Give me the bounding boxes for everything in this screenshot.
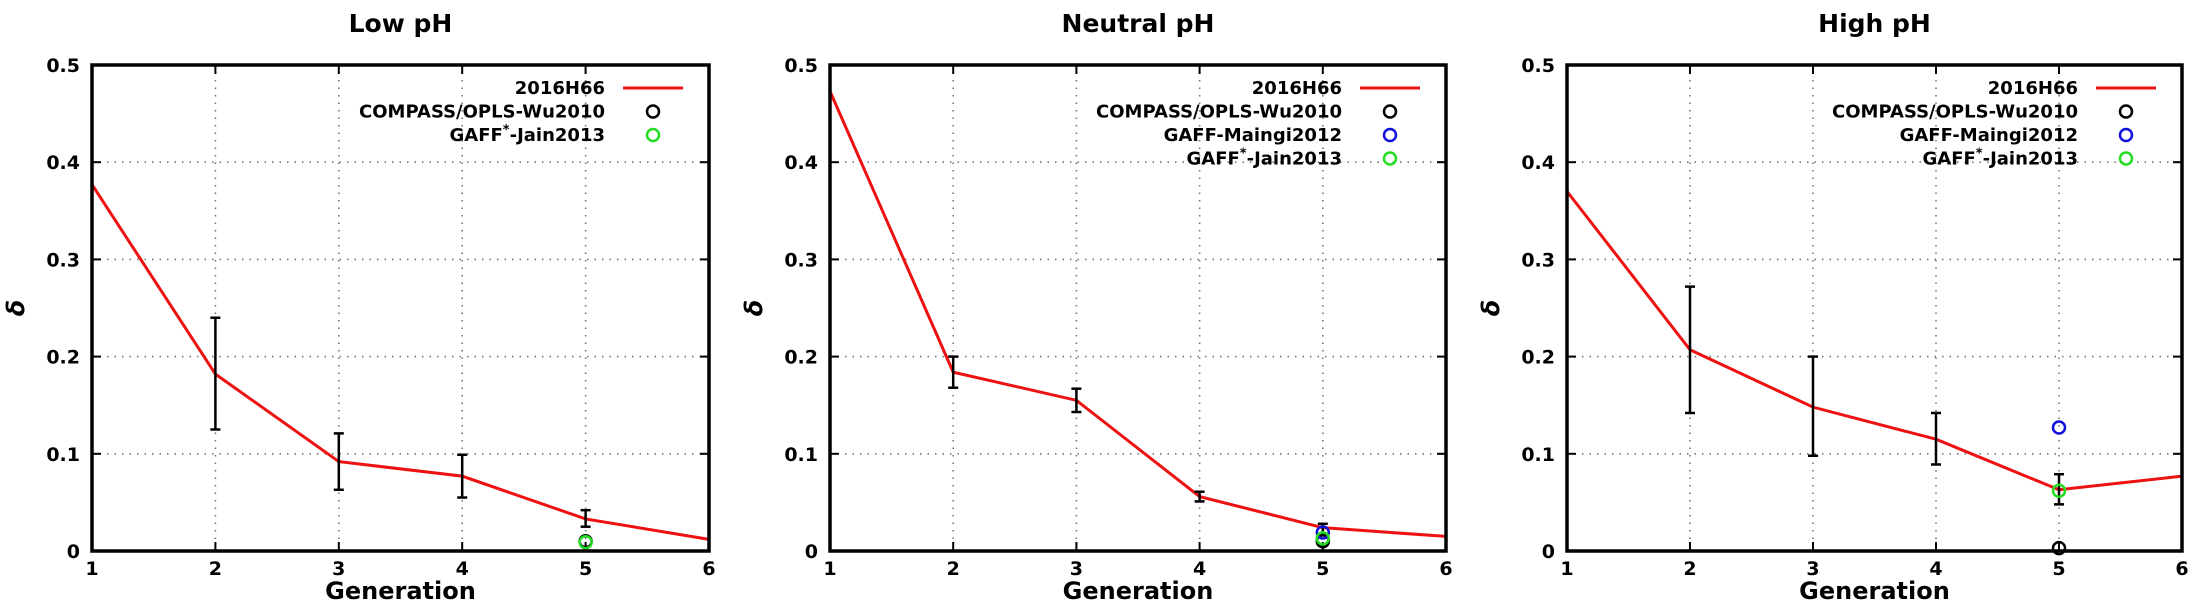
x-axis-label: Generation (1063, 577, 1214, 600)
x-tick-label: 5 (1316, 558, 1329, 580)
y-tick-label: 0.3 (784, 249, 818, 271)
marker-gaff-maingi2012 (2051, 420, 2067, 435)
legend-label: 2016H66 (515, 78, 605, 99)
x-tick-label: 3 (1070, 558, 1083, 580)
legend-marker-swatch (645, 127, 661, 143)
x-axis-label: Generation (325, 577, 476, 600)
legend-marker-swatch (2118, 127, 2134, 143)
y-axis-label: δ (1477, 300, 1505, 317)
plot-frame (1565, 63, 2184, 553)
x-tick-label: 2 (1683, 558, 1696, 580)
x-tick-label: 4 (456, 558, 469, 580)
legend-marker-swatch (2118, 104, 2134, 119)
legend-label: GAFF-Maingi2012 (1164, 125, 1342, 146)
legend-label: 2016H66 (1252, 78, 1342, 99)
y-tick-label: 0.2 (46, 347, 80, 369)
y-tick-label: 0.4 (46, 152, 80, 174)
y-tick-label: 0.5 (1521, 55, 1555, 77)
x-tick-label: 1 (85, 558, 98, 580)
x-tick-label: 2 (209, 558, 222, 580)
legend-marker-swatch (2118, 151, 2134, 166)
y-tick-label: 0.3 (46, 249, 80, 271)
y-axis-label: δ (740, 300, 768, 317)
panel-title: High pH (1818, 9, 1931, 38)
legend-label: COMPASS/OPLS-Wu2010 (359, 102, 605, 123)
marker-gaff-maingi2012 (1315, 525, 1331, 540)
legend-label: 2016H66 (1988, 78, 2078, 99)
x-tick-label: 6 (2175, 558, 2188, 580)
legend-marker-swatch (1382, 151, 1398, 166)
y-tick-label: 0.3 (1521, 249, 1555, 271)
chart-panel: 1 2 3 4 5 6 0 0.1 0.2 0.3 0.4 0.5 Low pH Generation δ 2… (2, 9, 716, 604)
x-tick-label: 2 (947, 558, 960, 580)
x-axis-label: Generation (1799, 577, 1950, 600)
legend-label-base: GAFF (449, 125, 502, 146)
x-tick-label: 6 (702, 558, 715, 580)
legend-label-tail: -Jain2013 (1983, 149, 2078, 170)
x-tick-label: 1 (823, 558, 836, 580)
x-tick-label: 3 (1806, 558, 1819, 580)
panel-title: Low pH (349, 9, 453, 38)
y-tick-label: 0.4 (1521, 152, 1555, 174)
legend-label: GAFF*-Jain2013 (1186, 146, 1342, 170)
series-line-2016h66 (828, 90, 1447, 538)
x-tick-label: 5 (579, 558, 592, 580)
legend-marker-swatch (1382, 104, 1398, 119)
legend-label-tail: -Jain2013 (1247, 149, 1342, 170)
legend-label-sup: * (1976, 146, 1983, 161)
y-tick-label: 0 (67, 541, 80, 563)
marker-compass-opls-wu2010 (2051, 540, 2067, 556)
legend-label: GAFF-Maingi2012 (1900, 125, 2078, 146)
legend-marker-swatch (645, 104, 661, 119)
series-line-2016h66 (90, 183, 710, 541)
x-tick-label: 6 (1439, 558, 1452, 580)
y-tick-label: 0.1 (46, 444, 80, 466)
x-tick-label: 5 (2052, 558, 2065, 580)
y-tick-label: 0.4 (784, 152, 818, 174)
marker-gaff-jain2013 (2051, 483, 2067, 498)
legend-label-sup: * (1240, 146, 1247, 161)
y-tick-label: 0.2 (1521, 347, 1555, 369)
legend-marker-swatch (1382, 127, 1398, 143)
plot-frame (90, 63, 711, 553)
legend-label: GAFF*-Jain2013 (1922, 146, 2078, 170)
legend-label: COMPASS/OPLS-Wu2010 (1832, 102, 2078, 123)
legend-label-tail: -Jain2013 (510, 125, 605, 146)
y-tick-label: 0.1 (1521, 444, 1555, 466)
chart-panel: 1 2 3 4 5 6 0 0.1 0.2 0.3 0.4 0.5 Neutral pH Generati… (740, 9, 1453, 604)
y-tick-label: 0 (805, 541, 818, 563)
legend-label: GAFF*-Jain2013 (449, 123, 605, 147)
legend-label-base: GAFF (1922, 149, 1975, 170)
plot-frame (828, 63, 1448, 553)
x-tick-label: 4 (1929, 558, 1942, 580)
legend-label-sup: * (503, 123, 510, 138)
x-tick-label: 1 (1560, 558, 1573, 580)
y-tick-label: 0.5 (784, 55, 818, 77)
panel-title: Neutral pH (1062, 9, 1215, 38)
y-axis-label: δ (2, 300, 30, 317)
y-tick-label: 0.2 (784, 347, 818, 369)
marker-gaff-jain2013 (578, 535, 593, 550)
y-tick-label: 0.1 (784, 444, 818, 466)
legend-label-base: GAFF (1186, 149, 1239, 170)
marker-gaff-jain2013 (1315, 531, 1331, 546)
y-tick-label: 0 (1542, 541, 1555, 563)
chart-panel: 1 2 3 4 5 6 0 0.1 0.2 0.3 0.4 0.5 High pH Generation δ… (1477, 9, 2189, 604)
x-tick-label: 4 (1193, 558, 1206, 580)
legend-label: COMPASS/OPLS-Wu2010 (1096, 102, 1342, 123)
y-tick-label: 0.5 (46, 55, 80, 77)
series-line-2016h66 (1565, 190, 2183, 492)
x-tick-label: 3 (332, 558, 345, 580)
